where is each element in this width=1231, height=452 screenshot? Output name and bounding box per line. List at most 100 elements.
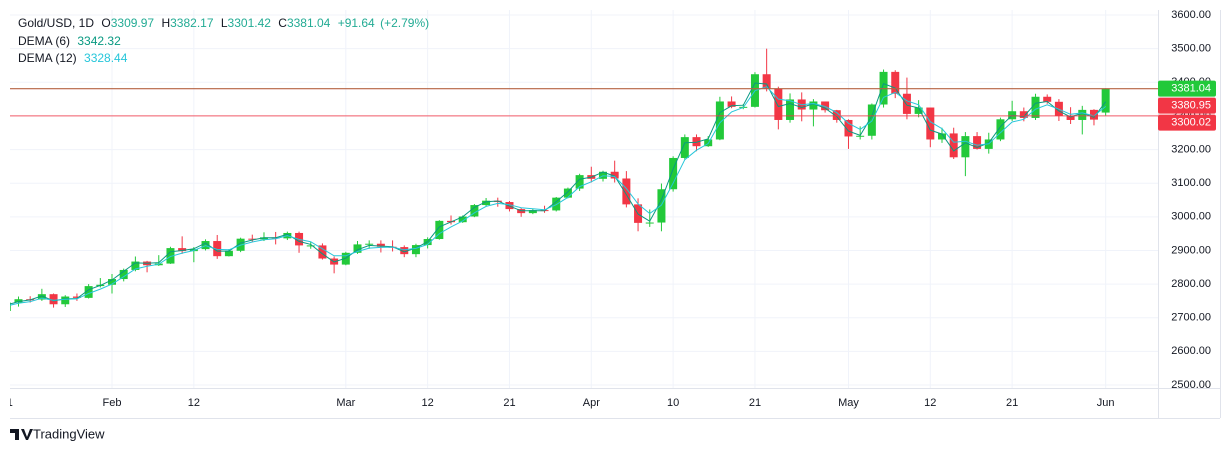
candle-body: [926, 107, 935, 140]
ohlc-label: O: [101, 16, 110, 30]
plot-area: [10, 48, 1158, 311]
candle-body: [119, 269, 128, 280]
candle-body: [610, 171, 619, 179]
y-tick-label: 3200.00: [1171, 143, 1211, 155]
x-tick-label: 21: [749, 397, 761, 409]
price-tags: 3381.04 3380.95 3300.02: [1158, 80, 1216, 131]
legend-indicator: DEMA (6) 3342.32: [18, 34, 121, 48]
candle-body: [914, 107, 923, 114]
price-tag-label: 3300.02: [1171, 117, 1211, 129]
ohlc-value: 3309.97: [111, 16, 155, 30]
candle-body: [353, 244, 362, 253]
candle-body: [949, 133, 958, 158]
candle-body: [108, 279, 117, 285]
price-tag: [1158, 97, 1216, 114]
indicator-value: 3342.32: [77, 34, 121, 48]
candle-body: [1078, 109, 1087, 120]
candle-body: [84, 286, 93, 298]
x-tick-label: 12: [924, 397, 936, 409]
candle-body: [856, 135, 865, 137]
y-tick-label: 3600.00: [1171, 9, 1211, 21]
candle-body: [1043, 96, 1052, 102]
candle-body: [201, 241, 210, 250]
candle-body: [49, 294, 58, 305]
ohlc-label: H: [161, 16, 170, 30]
x-tick-label: 12: [422, 397, 434, 409]
ohlc-label: L: [221, 16, 228, 30]
candle-body: [37, 294, 46, 300]
candle-body: [762, 74, 771, 89]
indicator-line: [10, 86, 1107, 306]
y-tick-label: 2800.00: [1171, 278, 1211, 290]
x-axis: 21 Feb 12 Mar 12 21 Apr 10 21 May 12 21 Jun: [1, 397, 1115, 409]
price-tag: [1158, 80, 1216, 97]
candle-body: [786, 99, 795, 120]
candle-body: [400, 247, 409, 255]
candle-body: [1019, 111, 1028, 118]
candle-body: [1031, 96, 1040, 118]
brand: TradingView: [10, 426, 105, 441]
x-tick-label: 12: [188, 397, 200, 409]
price-tag-label: 3380.95: [1171, 100, 1211, 112]
candle-body: [224, 250, 233, 257]
y-tick-label: 2600.00: [1171, 345, 1211, 357]
candle-body: [528, 210, 537, 214]
y-tick-label: 2500.00: [1171, 379, 1211, 391]
candle-body: [248, 238, 257, 240]
legend-indicator: DEMA (12) 3328.44: [18, 51, 128, 65]
ohlc-value: 3381.04: [287, 16, 331, 30]
candle-body: [458, 216, 467, 223]
candle-body: [902, 93, 911, 114]
candle-body: [376, 243, 385, 247]
candle-body: [470, 205, 479, 217]
y-tick-label: 3000.00: [1171, 211, 1211, 223]
x-tick-label: 21: [1, 397, 13, 409]
candle-body: [891, 71, 900, 94]
candle-body: [727, 101, 736, 107]
candle-body: [14, 299, 23, 303]
x-tick-label: Jun: [1097, 397, 1115, 409]
candle-body: [809, 101, 818, 110]
x-tick-label: 21: [1006, 397, 1018, 409]
candle-body: [774, 88, 783, 120]
indicator-value: 3328.44: [84, 51, 128, 65]
candle-body: [306, 245, 315, 247]
candle-body: [178, 248, 187, 252]
change-pct: (+2.79%): [380, 16, 429, 30]
candle-body: [938, 133, 946, 140]
candle-body: [657, 189, 666, 223]
candle-body: [259, 237, 268, 240]
candle-body: [680, 137, 689, 158]
candle-body: [166, 248, 175, 264]
price-tag-label: 3381.04: [1171, 83, 1211, 95]
candle-body: [692, 137, 701, 147]
candle-body: [482, 200, 491, 206]
candle-body: [832, 110, 841, 120]
x-tick-label: Apr: [583, 397, 600, 409]
candle-body: [961, 136, 970, 158]
candle-body: [72, 296, 81, 298]
ohlc-value: 3382.17: [170, 16, 214, 30]
price-tag: [1158, 114, 1216, 131]
candle-body: [973, 136, 982, 149]
candle-body: [563, 188, 572, 198]
candle-body: [318, 245, 327, 259]
ohlc-value: 3301.42: [228, 16, 272, 30]
symbol: Gold/USD, 1D: [18, 16, 94, 30]
candle-body: [365, 243, 374, 245]
candle-body: [435, 220, 444, 240]
candle-body: [575, 175, 584, 189]
y-tick-label: 2700.00: [1171, 312, 1211, 324]
brand-logo: [10, 429, 33, 440]
candle-body: [1089, 109, 1098, 120]
candle-body: [1066, 115, 1075, 120]
candle-body: [622, 178, 631, 205]
grid: [10, 10, 1158, 388]
candle-body: [552, 197, 561, 211]
x-tick-label: 10: [667, 397, 679, 409]
y-tick-label: 2900.00: [1171, 244, 1211, 256]
candle-body: [996, 119, 1005, 140]
candle-body: [61, 296, 70, 305]
